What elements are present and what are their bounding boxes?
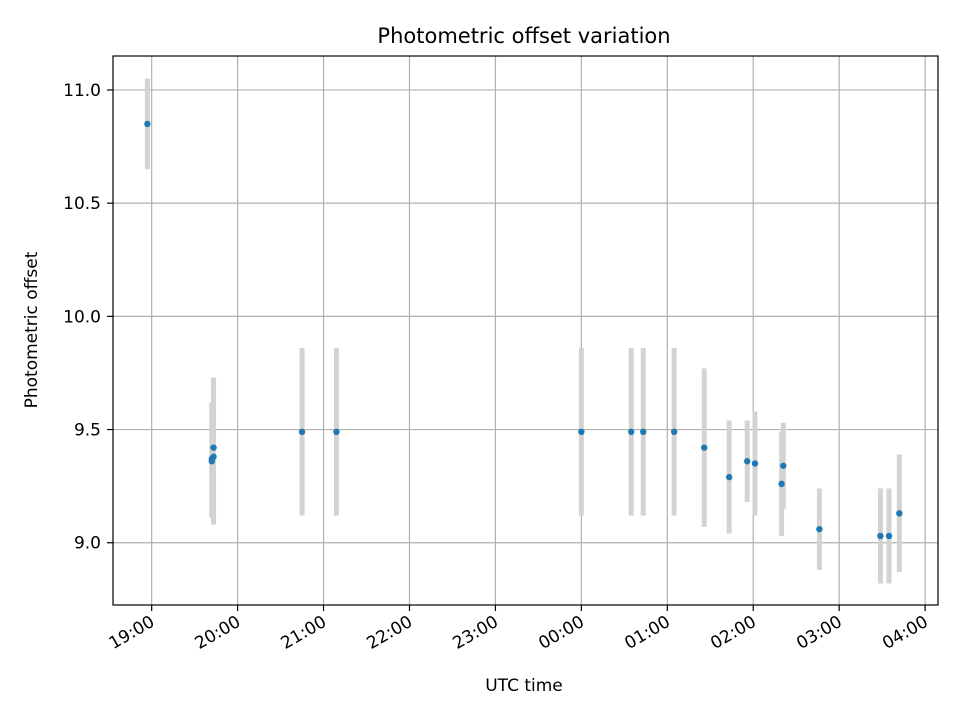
chart-title: Photometric offset variation xyxy=(377,24,670,48)
y-tick-label: 10.5 xyxy=(63,194,101,214)
data-point xyxy=(578,428,585,436)
x-tick-label: 01:00 xyxy=(621,612,673,654)
data-point xyxy=(144,120,151,128)
x-tick-label: 20:00 xyxy=(192,612,244,654)
data-point xyxy=(816,525,823,533)
x-tick-label: 03:00 xyxy=(793,612,845,654)
x-tick-label: 02:00 xyxy=(707,612,759,654)
y-tick-label: 11.0 xyxy=(63,81,101,101)
y-tick-label: 9.5 xyxy=(74,421,101,441)
data-point xyxy=(877,532,884,540)
data-point xyxy=(701,444,708,451)
y-axis-label: Photometric offset xyxy=(22,251,42,408)
data-point xyxy=(670,428,678,436)
data-point xyxy=(725,473,733,481)
x-axis-label: UTC time xyxy=(485,676,563,696)
x-tick-label: 04:00 xyxy=(879,612,931,654)
data-point xyxy=(210,444,217,451)
x-tick-label: 22:00 xyxy=(364,612,416,654)
x-tick-label: 19:00 xyxy=(106,612,158,654)
data-point xyxy=(751,460,759,467)
grid-layer xyxy=(113,56,938,605)
data-point xyxy=(640,428,647,436)
data-point xyxy=(628,428,635,436)
y-tick-label: 9.0 xyxy=(74,534,101,554)
data-point xyxy=(210,453,217,460)
data-point xyxy=(333,428,340,436)
data-point xyxy=(780,462,787,469)
x-tick-label: 00:00 xyxy=(535,612,587,654)
data-point xyxy=(885,532,893,540)
errorbar-layer xyxy=(144,78,902,584)
data-point xyxy=(778,480,785,488)
tick-layer: 19:00 20:00 21:00 22:00 23:00 00:00 01:00 02:00… xyxy=(63,81,931,654)
y-tick-label: 10.0 xyxy=(63,307,101,327)
x-tick-label: 23:00 xyxy=(449,612,501,654)
data-point xyxy=(298,428,306,436)
data-point xyxy=(896,510,903,517)
plot-frame xyxy=(112,55,939,606)
point-layer xyxy=(144,120,903,540)
data-point xyxy=(744,458,751,465)
x-tick-label: 21:00 xyxy=(278,612,330,654)
